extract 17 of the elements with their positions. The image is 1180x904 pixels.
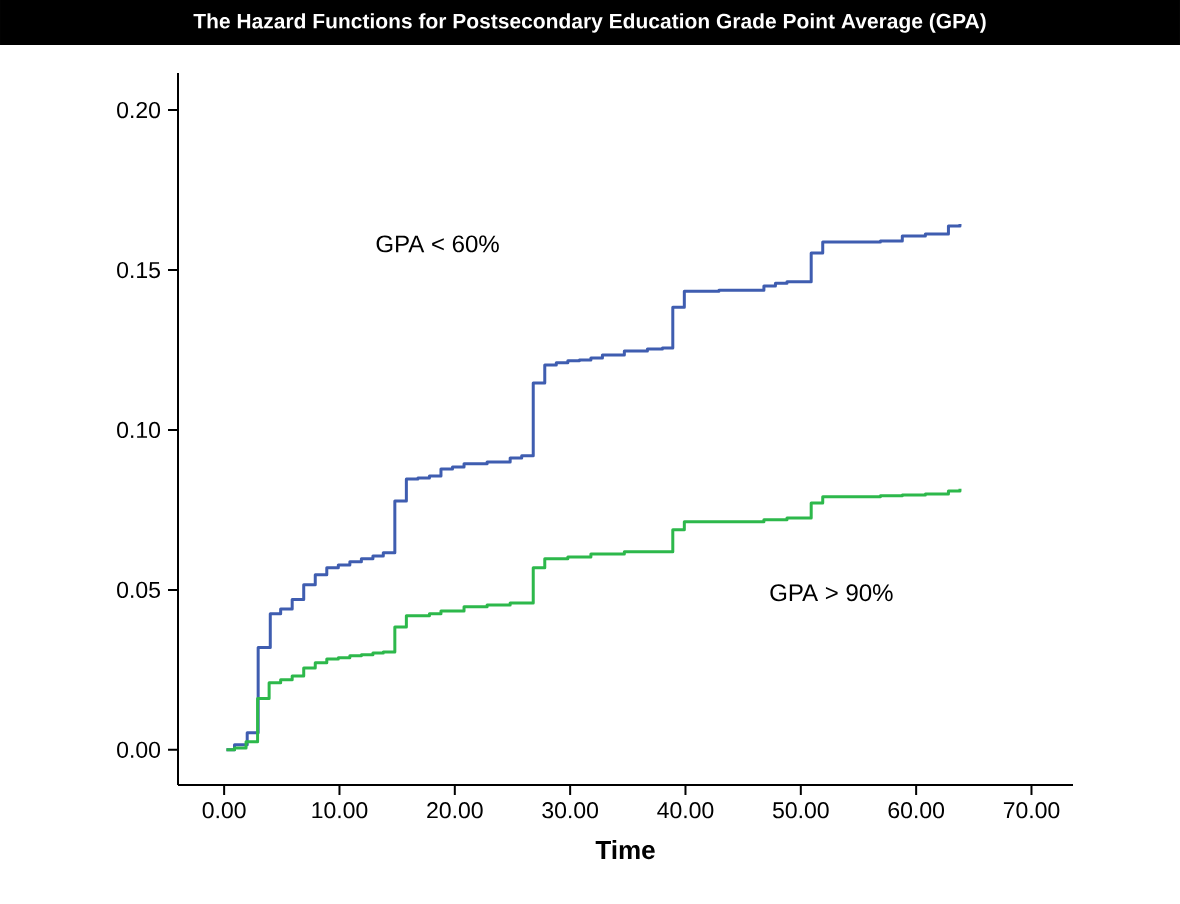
x-tick-label: 30.00 bbox=[542, 802, 599, 819]
y-tick-label: 0.20 bbox=[117, 101, 161, 119]
x-tick-label: 60.00 bbox=[888, 802, 945, 819]
x-axis-title: Time bbox=[595, 840, 655, 860]
annotation: GPA < 60% bbox=[376, 235, 499, 253]
y-tick-label: 0.05 bbox=[117, 581, 160, 599]
x-tick-label: 50.00 bbox=[772, 802, 829, 819]
x-tick-label: 10.00 bbox=[312, 802, 368, 819]
x-tick-label: 20.00 bbox=[427, 802, 483, 819]
x-tick-label: 0.00 bbox=[202, 802, 246, 819]
x-tick-label: 70.00 bbox=[1003, 802, 1060, 819]
y-tick-label: 0.15 bbox=[117, 261, 160, 279]
annotation: GPA > 90% bbox=[770, 584, 893, 602]
y-tick-label: 0.10 bbox=[117, 421, 161, 439]
y-tick-label: 0.00 bbox=[117, 741, 161, 758]
chart-title: The Hazard Functions for Postsecondary Education Grade Point Average (GPA) bbox=[193, 13, 986, 33]
x-tick-label: 40.00 bbox=[657, 802, 714, 819]
